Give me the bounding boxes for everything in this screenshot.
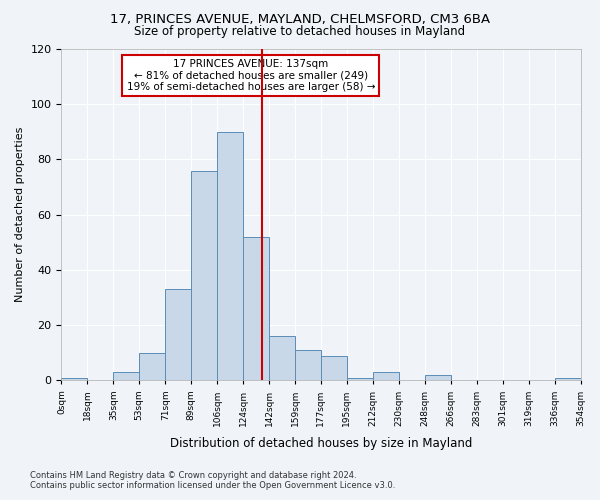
Bar — [191, 170, 217, 380]
X-axis label: Distribution of detached houses by size in Mayland: Distribution of detached houses by size … — [170, 437, 472, 450]
Bar — [217, 132, 243, 380]
Bar — [269, 336, 295, 380]
Bar — [554, 378, 581, 380]
Text: Contains HM Land Registry data © Crown copyright and database right 2024.
Contai: Contains HM Land Registry data © Crown c… — [30, 470, 395, 490]
Y-axis label: Number of detached properties: Number of detached properties — [15, 127, 25, 302]
Text: Size of property relative to detached houses in Mayland: Size of property relative to detached ho… — [134, 25, 466, 38]
Bar — [347, 378, 373, 380]
Bar — [373, 372, 399, 380]
Bar — [165, 290, 191, 380]
Text: 17 PRINCES AVENUE: 137sqm
← 81% of detached houses are smaller (249)
19% of semi: 17 PRINCES AVENUE: 137sqm ← 81% of detac… — [127, 59, 375, 92]
Bar — [243, 237, 269, 380]
Bar — [295, 350, 321, 380]
Bar — [139, 353, 165, 380]
Text: 17, PRINCES AVENUE, MAYLAND, CHELMSFORD, CM3 6BA: 17, PRINCES AVENUE, MAYLAND, CHELMSFORD,… — [110, 12, 490, 26]
Bar — [113, 372, 139, 380]
Bar — [425, 375, 451, 380]
Bar — [61, 378, 88, 380]
Bar — [321, 356, 347, 380]
